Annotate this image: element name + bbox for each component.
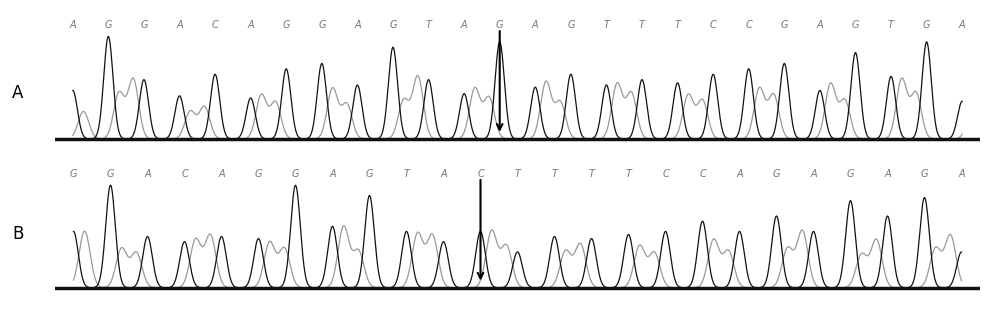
Text: C: C [662,169,669,179]
Text: A: A [810,169,817,179]
Text: T: T [888,20,894,30]
Text: G: G [318,20,326,30]
Text: G: G [923,20,930,30]
Text: G: G [255,169,262,179]
Text: T: T [404,169,410,179]
Text: T: T [589,169,595,179]
Text: T: T [515,169,521,179]
Text: A: A [959,20,966,30]
Text: A: A [817,20,823,30]
Text: T: T [603,20,609,30]
Text: A: A [884,169,891,179]
Text: G: G [567,20,575,30]
Text: T: T [639,20,645,30]
Text: G: G [496,20,503,30]
Text: A: A [354,20,361,30]
Text: G: G [921,169,928,179]
Text: A: A [736,169,743,179]
Text: A: A [329,169,336,179]
Text: C: C [710,20,717,30]
Text: C: C [212,20,218,30]
Text: G: G [292,169,299,179]
Text: A: A [12,84,23,102]
Text: A: A [144,169,151,179]
Text: A: A [958,169,965,179]
Text: T: T [626,169,632,179]
Text: G: G [773,169,780,179]
Text: A: A [247,20,254,30]
Text: G: G [140,20,148,30]
Text: G: G [105,20,112,30]
Text: A: A [532,20,539,30]
Text: G: G [366,169,373,179]
Text: A: A [176,20,183,30]
Text: G: G [283,20,290,30]
Text: C: C [745,20,752,30]
Text: T: T [675,20,681,30]
Text: G: G [389,20,397,30]
Text: G: G [781,20,788,30]
Text: T: T [426,20,432,30]
Text: A: A [440,169,447,179]
Text: G: G [852,20,859,30]
Text: T: T [552,169,558,179]
Text: A: A [218,169,225,179]
Text: G: G [70,169,77,179]
Text: C: C [477,169,484,179]
Text: B: B [12,225,23,243]
Text: A: A [69,20,76,30]
Text: G: G [847,169,854,179]
Text: G: G [107,169,114,179]
Text: A: A [461,20,467,30]
Text: C: C [699,169,706,179]
Text: C: C [181,169,188,179]
